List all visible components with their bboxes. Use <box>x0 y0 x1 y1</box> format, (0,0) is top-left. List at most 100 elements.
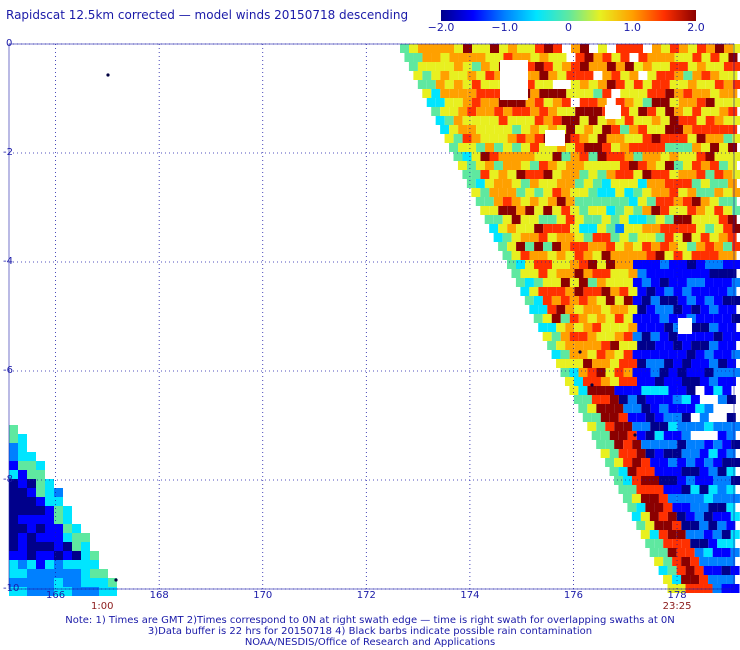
wind-cell <box>633 80 643 89</box>
wind-difference-swaths <box>9 44 740 596</box>
wind-cell <box>642 224 652 233</box>
wind-cell <box>467 107 477 116</box>
wind-cell <box>569 278 579 287</box>
wind-cell <box>731 458 740 467</box>
wind-cell <box>458 107 468 116</box>
wind-cell <box>566 143 576 152</box>
wind-cell <box>547 269 557 278</box>
wind-cell <box>646 197 656 206</box>
wind-cell <box>557 107 567 116</box>
wind-cell <box>731 422 740 431</box>
wind-cell <box>732 98 740 107</box>
wind-cell <box>681 521 691 530</box>
wind-cell <box>493 197 503 206</box>
wind-cell <box>658 494 668 503</box>
wind-cell <box>722 440 732 449</box>
wind-cell <box>660 80 670 89</box>
wind-cell <box>669 80 679 89</box>
wind-cell <box>677 440 687 449</box>
wind-cell <box>692 71 702 80</box>
wind-cell <box>602 71 612 80</box>
wind-cell <box>642 260 652 269</box>
wind-cell <box>516 260 526 269</box>
wind-cell <box>645 539 655 548</box>
wind-cell <box>489 152 499 161</box>
wind-cell <box>614 332 624 341</box>
wind-cell <box>498 242 508 251</box>
wind-cell <box>597 134 607 143</box>
wind-cell <box>45 479 54 488</box>
wind-cell <box>498 98 508 107</box>
wind-cell <box>640 512 650 521</box>
wind-cell <box>36 470 45 479</box>
wind-cell <box>606 224 616 233</box>
wind-cell <box>714 170 724 179</box>
wind-cell <box>677 278 687 287</box>
wind-cell <box>596 404 606 413</box>
wind-cell <box>63 551 72 560</box>
wind-cell <box>525 116 535 125</box>
wind-cell <box>529 233 539 242</box>
wind-cell <box>669 134 679 143</box>
wind-cell <box>45 569 54 578</box>
wind-cell <box>730 494 740 503</box>
wind-cell <box>54 533 63 542</box>
wind-cell <box>672 395 682 404</box>
wind-cell <box>498 116 508 125</box>
wind-cell <box>605 422 615 431</box>
wind-cell <box>54 506 63 515</box>
wind-cell <box>575 125 585 134</box>
wind-cell <box>646 305 656 314</box>
wind-cell <box>556 305 566 314</box>
wind-cell <box>579 260 589 269</box>
wind-cell <box>609 395 619 404</box>
wind-cell <box>566 89 576 98</box>
wind-cell <box>646 359 656 368</box>
wind-cell <box>660 152 670 161</box>
wind-cell <box>480 152 490 161</box>
wind-cell <box>732 188 740 197</box>
wind-cell <box>673 341 683 350</box>
wind-cell <box>560 296 570 305</box>
wind-cell <box>36 560 45 569</box>
wind-cell <box>588 62 598 71</box>
wind-cell <box>552 62 562 71</box>
wind-cell <box>691 161 701 170</box>
wind-cell <box>573 377 583 386</box>
wind-cell <box>512 143 522 152</box>
wind-cell <box>686 278 696 287</box>
wind-cell <box>476 71 486 80</box>
wind-cell <box>81 578 90 587</box>
wind-cell <box>726 557 736 566</box>
wind-cell <box>610 305 620 314</box>
wind-cell <box>628 359 638 368</box>
wind-cell <box>655 179 665 188</box>
wind-cell <box>641 332 651 341</box>
wind-cell <box>710 71 720 80</box>
wind-cell <box>614 314 624 323</box>
latitude-tick-label: -8 <box>3 474 13 485</box>
wind-cell <box>681 395 691 404</box>
wind-cell <box>667 494 677 503</box>
wind-cell <box>81 551 90 560</box>
wind-cell <box>614 440 624 449</box>
wind-cell <box>663 377 673 386</box>
wind-cell <box>700 161 710 170</box>
wind-cell <box>668 476 678 485</box>
wind-cell <box>18 506 27 515</box>
wind-cell <box>731 350 740 359</box>
wind-cell <box>619 287 629 296</box>
wind-cell <box>651 188 661 197</box>
wind-cell <box>610 197 620 206</box>
wind-cell <box>658 512 668 521</box>
wind-cell <box>467 71 477 80</box>
wind-cell <box>445 44 454 53</box>
wind-cell <box>637 323 647 332</box>
wind-cell <box>467 89 477 98</box>
wind-cell <box>18 542 27 551</box>
wind-cell <box>633 188 643 197</box>
wind-cell <box>618 467 628 476</box>
wind-cell <box>560 278 570 287</box>
wind-cell <box>727 341 737 350</box>
wind-cell <box>681 557 691 566</box>
